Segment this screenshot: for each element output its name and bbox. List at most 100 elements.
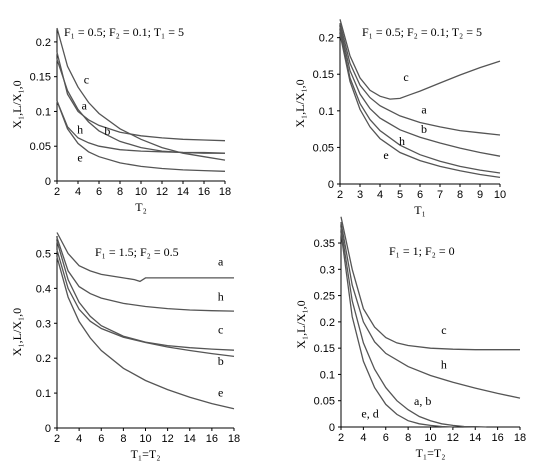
series-line-c <box>340 216 520 351</box>
x-tick-label: 14 <box>469 432 481 444</box>
x-tick-label: 8 <box>457 189 463 201</box>
y-tick-label: 0.05 <box>314 396 335 408</box>
x-tick-label: 18 <box>228 433 240 445</box>
y-tick-label: 0.4 <box>36 283 51 295</box>
x-tick-label: 2 <box>54 433 60 445</box>
x-tick-label: 6 <box>383 432 389 444</box>
x-tick-label: 4 <box>377 189 383 201</box>
series-line-e <box>339 33 501 179</box>
curve-label: h <box>218 290 224 304</box>
curve-label: a <box>218 255 224 269</box>
curve-label: c <box>218 323 223 337</box>
x-tick-label: 8 <box>405 432 411 444</box>
y-axis-label: X₁,L/X₁,0 <box>293 79 307 127</box>
y-tick-label: 0.2 <box>319 33 334 45</box>
curve-label: h <box>399 134 405 148</box>
curve-label: e <box>383 148 388 162</box>
chart-panel-4: 2 4 6 8 10 12 14 16 18 0 0.05 0.1 0.15 0.2 0.25 0.3 0.35… <box>294 216 526 460</box>
curve-label: b <box>421 122 427 136</box>
y-tick-label: 0.3 <box>36 318 51 330</box>
chart-panel-1: 2 4 6 8 10 12 14 16 18 0 0.05 0.1 0.15 0.2 cah b e F₁ = 0… <box>10 25 231 214</box>
curve-label: a <box>82 98 88 112</box>
x-tick-label: 12 <box>162 433 174 445</box>
x-tick-label: 10 <box>424 432 436 444</box>
x-tick-label: 16 <box>198 186 210 198</box>
x-tick-label: 12 <box>447 432 459 444</box>
y-tick-label: 0.15 <box>313 69 334 81</box>
series-line-e <box>56 100 226 172</box>
x-tick-label: 4 <box>75 186 81 198</box>
y-tick-label: 0.2 <box>320 317 335 329</box>
x-tick-label: 7 <box>437 189 443 201</box>
y-tick-label: 0.5 <box>36 248 51 260</box>
x-tick-label: 9 <box>477 189 483 201</box>
series-line-a <box>339 22 501 136</box>
curve-label: e <box>77 151 82 165</box>
curve-label: h <box>441 358 447 372</box>
x-tick-label: 2 <box>54 186 60 198</box>
series-line-h <box>340 221 521 399</box>
x-tick-label: 8 <box>117 186 123 198</box>
y-tick-label: 0.05 <box>30 141 51 153</box>
series-line-ab <box>340 227 487 428</box>
x-tick-label: 18 <box>514 432 526 444</box>
curve-label: b <box>218 354 224 368</box>
y-tick-label: 0.1 <box>36 388 51 400</box>
y-tick-label: 0.3 <box>320 264 335 276</box>
y-tick-label: 0 <box>45 423 51 435</box>
series-line-ed <box>340 232 453 428</box>
y-tick-label: 0.1 <box>36 106 51 118</box>
x-tick-label: 4 <box>360 432 366 444</box>
x-tick-label: 14 <box>184 433 196 445</box>
x-tick-label: 8 <box>120 433 126 445</box>
y-tick-label: 0 <box>328 179 334 191</box>
chart-title: F₁ = 0.5; F₂ = 0.1; T₂ = 5 <box>362 25 482 39</box>
y-tick-label: 0.1 <box>319 106 334 118</box>
x-tick-label: 10 <box>139 433 151 445</box>
curve-label: c <box>441 323 446 337</box>
series-line-h <box>56 100 226 154</box>
x-tick-label: 10 <box>494 189 506 201</box>
y-axis-label: X₁,L/X₁,0 <box>294 300 308 348</box>
series-line-h <box>56 237 235 312</box>
x-axis-label: T₂ <box>135 200 147 214</box>
chart-title: F₁ = 0.5; F₂ = 0.1; T₁ = 5 <box>64 25 184 39</box>
series-line-b <box>56 249 235 358</box>
curve-label: e, d <box>361 407 378 421</box>
y-axis-label: X₁,L/X₁,0 <box>10 308 24 356</box>
x-tick-label: 10 <box>135 186 147 198</box>
series-line-a <box>56 232 234 283</box>
x-tick-label: 6 <box>96 186 102 198</box>
x-tick-label: 16 <box>206 433 218 445</box>
x-axis-label: T₁=T₂ <box>416 446 446 460</box>
x-axis-label: T₁ <box>414 203 426 217</box>
y-tick-label: 0.1 <box>320 369 335 381</box>
x-tick-label: 12 <box>156 186 168 198</box>
x-axis-label: T₁=T₂ <box>131 447 161 461</box>
y-tick-label: 0.2 <box>36 353 51 365</box>
y-tick-label: 0.15 <box>314 343 335 355</box>
y-tick-label: 0.2 <box>36 37 51 49</box>
x-tick-label: 6 <box>98 433 104 445</box>
curve-label: c <box>403 70 408 84</box>
x-tick-label: 6 <box>417 189 423 201</box>
series-line-b <box>339 26 501 157</box>
series-line-c <box>56 241 235 351</box>
x-tick-label: 3 <box>357 189 363 201</box>
curve-label: a, b <box>414 394 431 408</box>
chart-panel-2: 2 3 4 5 6 7 8 9 10 0 0.05 0.1 0.15 0.2 c ab he F₁ = 0.5; … <box>293 19 506 217</box>
series-line-h <box>339 30 501 174</box>
y-tick-label: 0.05 <box>313 142 334 154</box>
curve-label: a <box>421 103 427 117</box>
x-tick-label: 5 <box>397 189 403 201</box>
chart-panel-3: 2 4 6 8 10 12 14 16 18 0 0.1 0.2 0.3 0.4 0.5 a h c b e F₁ = … <box>10 232 240 461</box>
curve-label: e <box>218 386 223 400</box>
series-line-c <box>56 27 226 161</box>
x-tick-label: 16 <box>492 432 504 444</box>
y-tick-label: 0.25 <box>314 291 335 303</box>
chart-title: F₁ = 1; F₂ = 0 <box>389 244 455 258</box>
y-axis-label: X₁,L/X₁,0 <box>10 80 24 128</box>
y-tick-label: 0 <box>329 422 335 434</box>
chart-title: F₁ = 1.5; F₂ = 0.5 <box>95 245 179 259</box>
